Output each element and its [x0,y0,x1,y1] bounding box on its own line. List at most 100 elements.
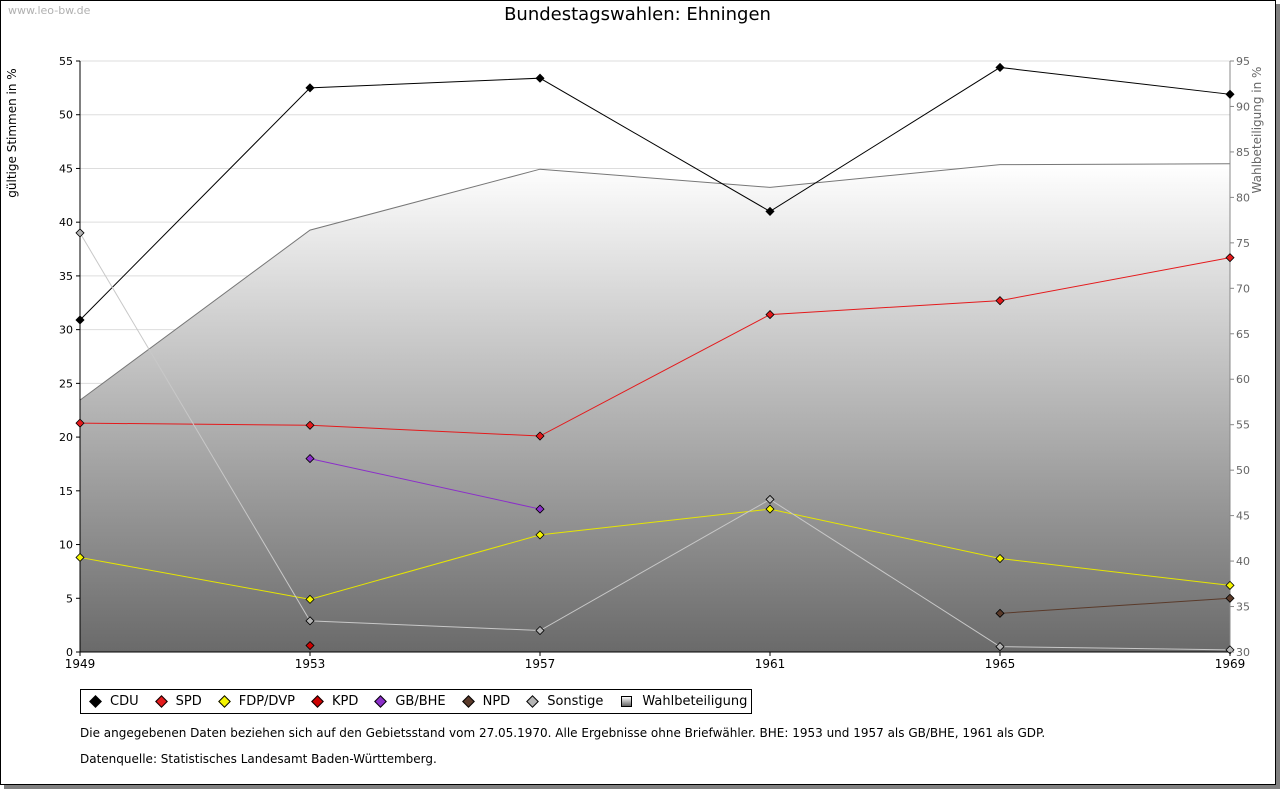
y-tick-label-45: 45 [59,162,73,175]
legend-label-npd: NPD [482,694,511,709]
legend-item-wahlbeteiligung: Wahlbeteiligung [615,694,747,709]
y2-tick-label-45: 45 [1236,510,1250,523]
point-cdu-1949 [75,315,85,325]
x-tick-label-1969: 1969 [1215,657,1246,671]
y2-tick-label-75: 75 [1236,237,1250,250]
point-spd-1965 [995,296,1005,306]
point-cdu-1953 [305,83,315,93]
legend-label-sonstige: Sonstige [547,694,604,709]
series-markers [75,62,1235,655]
watermark: www.leo-bw.de [8,4,91,17]
point-cdu-1965 [995,62,1005,73]
point-gb-bhe-1953 [305,454,315,464]
y-tick-label-35: 35 [59,270,73,283]
point-fdp-dvp-1961 [765,504,775,514]
y-tick-label-5: 5 [66,592,73,605]
point-sonstige-1957 [535,625,545,636]
legend-label-cdu: CDU [110,694,139,709]
legend-swatch-gbbhe [374,695,388,708]
legend-swatch-fdp [217,695,231,708]
footnote-scope: Die angegebenen Daten beziehen sich auf … [80,726,1046,740]
footnote-source: Datenquelle: Statistisches Landesamt Bad… [80,752,437,766]
y2-tick-label-40: 40 [1236,555,1250,568]
point-fdp-dvp-1957 [535,530,545,540]
legend-swatch-sonstige [526,695,540,708]
y-tick-label-15: 15 [59,485,73,498]
legend-label-wahlbeteiligung: Wahlbeteiligung [642,694,748,709]
y-tick-label-25: 25 [59,377,73,390]
turnout-area-line [79,163,1231,401]
point-spd-1957 [535,431,545,441]
y-tick-label-30: 30 [59,324,73,337]
point-spd-1969 [1225,253,1235,263]
legend-item-fdp: FDP/DVP [214,694,295,709]
point-spd-1949 [75,418,85,428]
y2-tick-label-80: 80 [1236,191,1250,204]
legend: CDU SPD FDP/DVP KPD GB/BHE NPD Sonstige … [80,689,753,714]
legend-item-spd: SPD [151,694,202,709]
point-sonstige-1953 [305,616,315,626]
legend-item-kpd: KPD [307,694,358,709]
y-tick-label-50: 50 [59,109,73,122]
y2-tick-label-85: 85 [1236,146,1250,159]
point-spd-1961 [765,310,775,320]
x-tick-label-1961: 1961 [755,657,786,671]
y2-axis-label: Wahlbeteiligung in % [1250,67,1264,194]
series-line-spd [79,257,1231,437]
legend-item-cdu: CDU [85,694,139,709]
turnout-area [79,163,1231,652]
x-tick-label-1949: 1949 [65,657,96,671]
y2-tick-label-60: 60 [1236,373,1250,386]
y2-tick-label-35: 35 [1236,601,1250,614]
series-line-gb-bhe [309,458,541,510]
turnout-area-fill [80,163,1230,652]
point-cdu-1969 [1225,89,1235,99]
legend-swatch-wahlbeteiligung [621,696,633,707]
legend-swatch-spd [154,695,168,708]
point-cdu-1961 [765,206,775,217]
legend-label-fdp: FDP/DVP [238,694,295,709]
x-tick-label-1965: 1965 [985,657,1016,671]
x-tick-label-1953: 1953 [295,657,326,671]
y-tick-label-20: 20 [59,431,73,444]
y-tick-label-55: 55 [59,55,73,68]
y2-tick-label-55: 55 [1236,419,1250,432]
legend-label-gbbhe: GB/BHE [395,694,446,709]
point-sonstige-1961 [765,494,775,504]
point-kpd-1953 [305,640,315,651]
point-npd-1965 [995,608,1005,618]
legend-swatch-kpd [311,695,324,708]
y2-tick-label-95: 95 [1236,55,1250,68]
series-lines [79,66,1231,651]
point-sonstige-1965 [995,642,1005,652]
legend-swatch-cdu [89,695,102,708]
chart-title: Bundestagswahlen: Ehningen [504,4,771,25]
series-line-npd [999,597,1231,614]
y2-tick-label-50: 50 [1236,464,1250,477]
series-line-fdp-dvp [79,508,1231,600]
y2-tick-label-70: 70 [1236,282,1250,295]
y2-tick-label-90: 90 [1236,100,1250,113]
legend-label-spd: SPD [175,694,202,709]
point-npd-1969 [1225,593,1235,603]
y-axis-label: gültige Stimmen in % [5,68,19,197]
point-fdp-dvp-1953 [305,594,315,604]
legend-label-kpd: KPD [331,694,359,709]
series-line-cdu [79,66,1231,321]
y-tick-label-0: 0 [66,646,73,659]
series-line-sonstige [79,232,1231,651]
y-tick-label-40: 40 [59,216,73,229]
point-sonstige-1949 [75,228,85,238]
y2-tick-label-30: 30 [1236,646,1250,659]
point-fdp-dvp-1969 [1225,580,1235,590]
y2-tick-label-65: 65 [1236,328,1250,341]
point-gb-bhe-1957 [535,504,545,514]
y-tick-label-10: 10 [59,539,73,552]
x-tick-label-1957: 1957 [525,657,556,671]
legend-item-gbbhe: GB/BHE [370,694,446,709]
point-fdp-dvp-1949 [75,552,85,563]
point-fdp-dvp-1965 [995,553,1005,564]
point-spd-1953 [305,420,315,430]
tick-labels: 0 5 10 15 20 25 30 35 40 45 50 55 30 35 40 45 50 55 60 65 70… [59,55,1250,671]
legend-item-sonstige: Sonstige [522,694,603,709]
